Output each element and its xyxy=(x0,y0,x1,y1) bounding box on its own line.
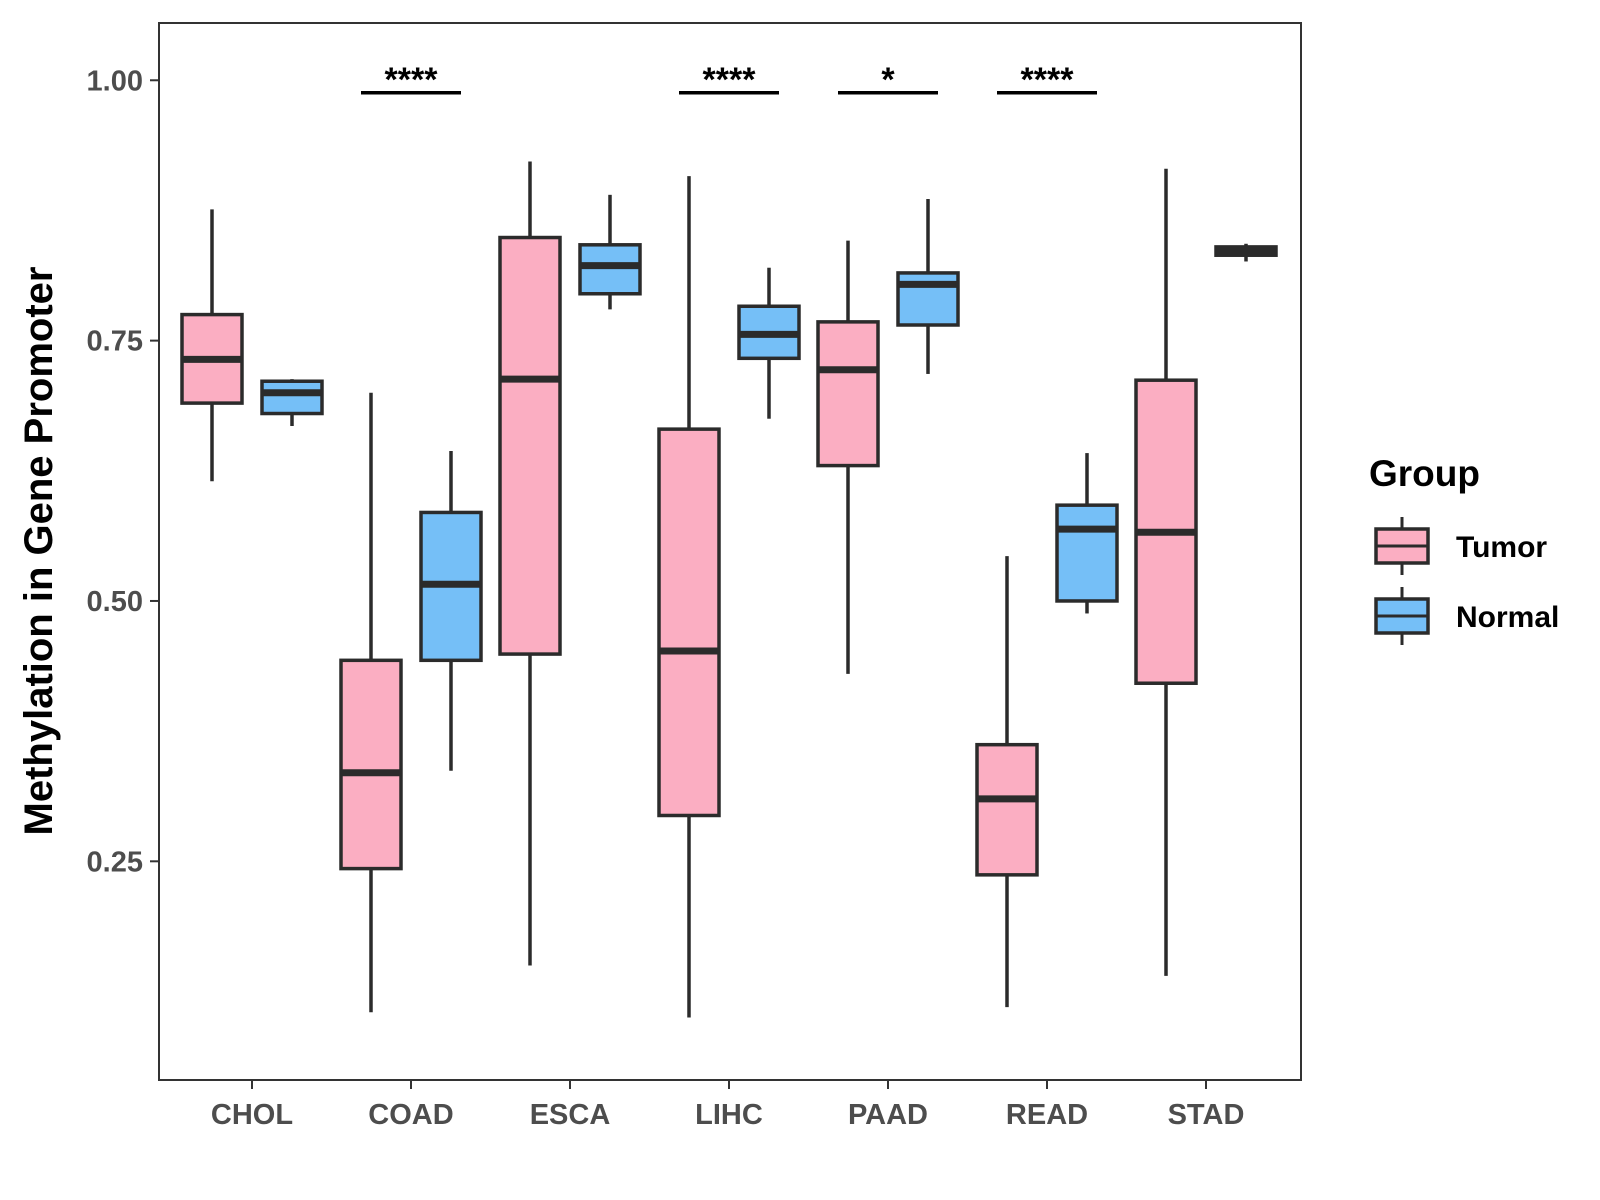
tumor-box-read xyxy=(975,556,1039,1008)
iqr-box xyxy=(975,742,1039,877)
x-tick-label: ESCA xyxy=(530,1099,611,1131)
significance-label: **** xyxy=(385,61,439,99)
tumor-box-coad xyxy=(339,392,403,1013)
tumor-box-lihc xyxy=(657,176,721,1018)
legend-label-normal: Normal xyxy=(1456,601,1559,634)
y-axis-title: Methylation in Gene Promoter xyxy=(17,267,61,836)
iqr-box xyxy=(578,243,642,296)
normal-box-stad xyxy=(1214,243,1278,262)
normal-box-lihc xyxy=(737,267,801,419)
iqr-box xyxy=(498,235,562,656)
x-tick-label: PAAD xyxy=(848,1099,928,1131)
legend: Group Tumor Normal xyxy=(1369,453,1559,645)
iqr-box xyxy=(1055,503,1119,603)
x-tick-label: READ xyxy=(1006,1099,1088,1131)
tumor-box-stad xyxy=(1134,168,1198,976)
normal-box-chol xyxy=(260,379,324,427)
iqr-box xyxy=(339,658,403,871)
x-axis: CHOL COAD ESCA LIHC PAAD READ STAD xyxy=(211,1080,1244,1131)
boxes-layer xyxy=(180,161,1278,1018)
normal-box-coad xyxy=(419,451,483,771)
normal-box-esca xyxy=(578,194,642,310)
iqr-box xyxy=(260,379,324,416)
significance-layer: **** **** * **** xyxy=(361,61,1097,99)
y-tick-label: 0.50 xyxy=(87,586,143,618)
legend-title: Group xyxy=(1369,453,1480,494)
x-tick-label: CHOL xyxy=(211,1099,293,1131)
significance-label: **** xyxy=(703,61,757,99)
y-axis: 0.25 0.50 0.75 1.00 xyxy=(87,65,159,878)
tumor-box-esca xyxy=(498,161,562,966)
normal-box-read xyxy=(1055,453,1119,614)
tumor-box-paad xyxy=(816,240,880,674)
significance-label: **** xyxy=(1021,61,1075,99)
iqr-box xyxy=(816,320,880,468)
legend-label-tumor: Tumor xyxy=(1456,531,1547,564)
normal-box-paad xyxy=(896,198,960,374)
y-tick-label: 0.25 xyxy=(87,846,143,878)
tumor-box-chol xyxy=(180,209,244,482)
y-tick-label: 0.75 xyxy=(87,326,143,358)
iqr-box xyxy=(896,271,960,327)
significance-label: * xyxy=(881,61,895,99)
x-tick-label: STAD xyxy=(1168,1099,1245,1131)
x-tick-label: COAD xyxy=(368,1099,453,1131)
y-tick-label: 1.00 xyxy=(87,65,143,97)
iqr-box xyxy=(657,427,721,818)
x-tick-label: LIHC xyxy=(695,1099,763,1131)
